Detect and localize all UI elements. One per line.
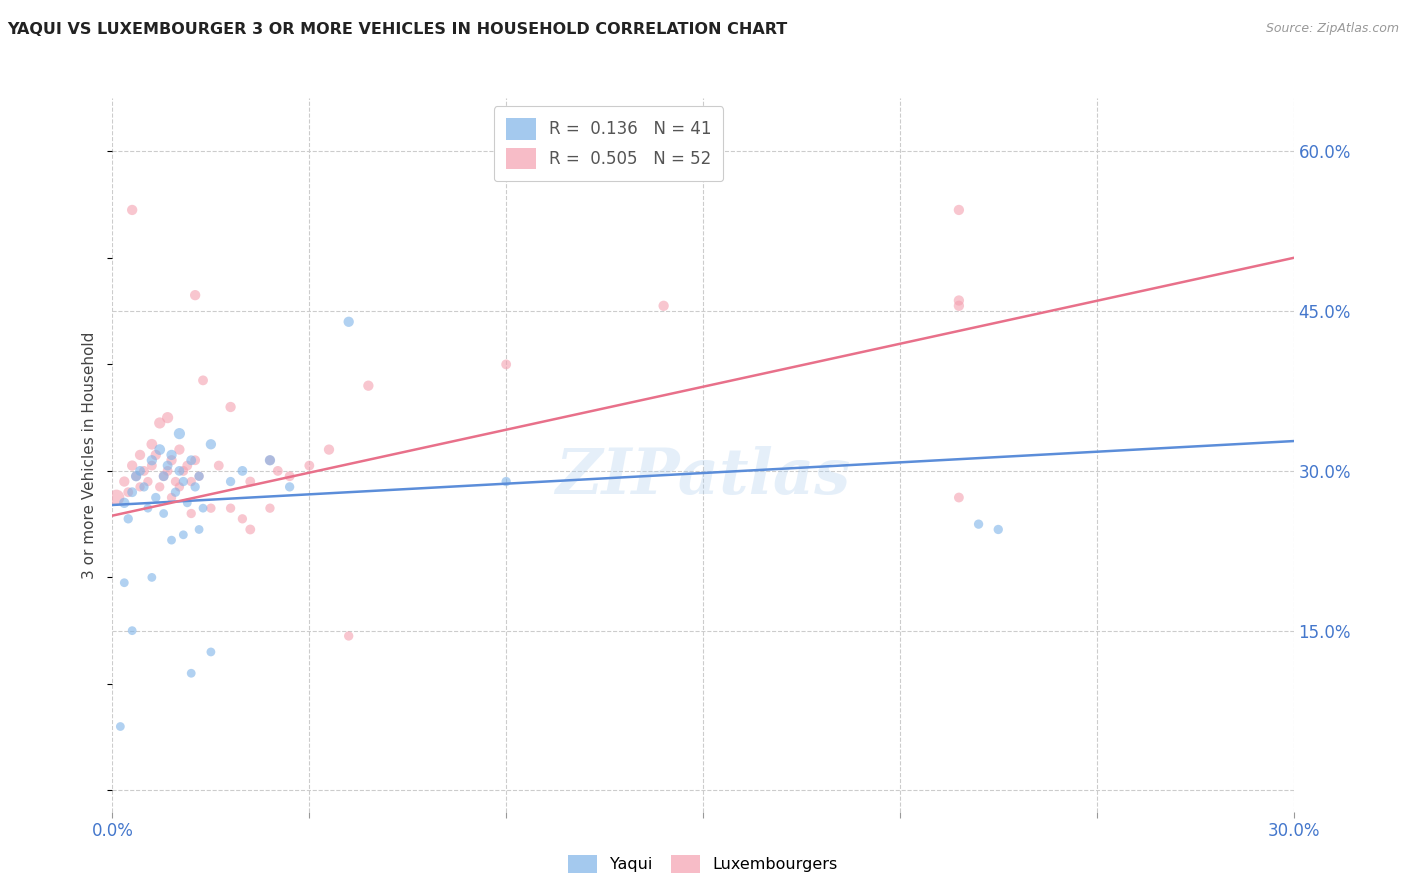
- Point: [337, 315, 360, 329]
- Point: [495, 475, 517, 489]
- Point: [112, 475, 135, 489]
- Point: [105, 491, 128, 505]
- Point: [112, 575, 135, 590]
- Point: [184, 453, 207, 467]
- Point: [152, 507, 174, 521]
- Point: [121, 485, 143, 500]
- Point: [169, 442, 191, 457]
- Point: [298, 458, 321, 473]
- Point: [176, 458, 198, 473]
- Point: [136, 501, 159, 516]
- Point: [967, 517, 990, 532]
- Point: [259, 501, 281, 516]
- Point: [117, 512, 139, 526]
- Point: [180, 507, 202, 521]
- Point: [200, 437, 222, 451]
- Point: [188, 523, 211, 537]
- Point: [110, 719, 132, 733]
- Y-axis label: 3 or more Vehicles in Household: 3 or more Vehicles in Household: [82, 331, 97, 579]
- Point: [176, 496, 198, 510]
- Point: [160, 448, 183, 462]
- Point: [948, 293, 970, 308]
- Point: [152, 469, 174, 483]
- Point: [357, 378, 380, 392]
- Point: [219, 475, 242, 489]
- Point: [188, 469, 211, 483]
- Point: [987, 523, 1010, 537]
- Point: [200, 645, 222, 659]
- Point: [495, 358, 517, 372]
- Point: [141, 437, 163, 451]
- Point: [948, 299, 970, 313]
- Point: [121, 202, 143, 217]
- Point: [152, 469, 174, 483]
- Point: [129, 464, 152, 478]
- Point: [169, 464, 191, 478]
- Point: [278, 480, 301, 494]
- Point: [112, 496, 135, 510]
- Point: [231, 464, 253, 478]
- Point: [172, 528, 194, 542]
- Point: [188, 469, 211, 483]
- Point: [132, 464, 155, 478]
- Point: [121, 624, 143, 638]
- Point: [172, 475, 194, 489]
- Point: [149, 480, 172, 494]
- Legend: Yaqui, Luxembourgers: Yaqui, Luxembourgers: [561, 848, 845, 880]
- Point: [191, 501, 214, 516]
- Point: [165, 485, 187, 500]
- Point: [239, 475, 262, 489]
- Text: ZIPatlas: ZIPatlas: [555, 446, 851, 507]
- Point: [219, 400, 242, 414]
- Point: [239, 523, 262, 537]
- Point: [169, 426, 191, 441]
- Point: [141, 458, 163, 473]
- Point: [948, 202, 970, 217]
- Point: [117, 485, 139, 500]
- Point: [180, 666, 202, 681]
- Point: [200, 501, 222, 516]
- Point: [156, 410, 179, 425]
- Point: [948, 491, 970, 505]
- Point: [169, 480, 191, 494]
- Point: [219, 501, 242, 516]
- Point: [652, 299, 675, 313]
- Point: [132, 480, 155, 494]
- Point: [125, 469, 148, 483]
- Point: [160, 533, 183, 548]
- Point: [156, 458, 179, 473]
- Point: [259, 453, 281, 467]
- Legend: R =  0.136   N = 41, R =  0.505   N = 52: R = 0.136 N = 41, R = 0.505 N = 52: [494, 106, 723, 181]
- Point: [129, 448, 152, 462]
- Point: [184, 480, 207, 494]
- Point: [278, 469, 301, 483]
- Point: [165, 475, 187, 489]
- Point: [121, 458, 143, 473]
- Point: [141, 453, 163, 467]
- Point: [231, 512, 253, 526]
- Text: Source: ZipAtlas.com: Source: ZipAtlas.com: [1265, 22, 1399, 36]
- Point: [129, 480, 152, 494]
- Point: [267, 464, 290, 478]
- Text: YAQUI VS LUXEMBOURGER 3 OR MORE VEHICLES IN HOUSEHOLD CORRELATION CHART: YAQUI VS LUXEMBOURGER 3 OR MORE VEHICLES…: [7, 22, 787, 37]
- Point: [180, 453, 202, 467]
- Point: [184, 288, 207, 302]
- Point: [160, 453, 183, 467]
- Point: [149, 442, 172, 457]
- Point: [156, 464, 179, 478]
- Point: [208, 458, 231, 473]
- Point: [145, 491, 167, 505]
- Point: [172, 464, 194, 478]
- Point: [145, 448, 167, 462]
- Point: [141, 570, 163, 584]
- Point: [136, 475, 159, 489]
- Point: [318, 442, 340, 457]
- Point: [180, 475, 202, 489]
- Point: [259, 453, 281, 467]
- Point: [149, 416, 172, 430]
- Point: [160, 491, 183, 505]
- Point: [191, 373, 214, 387]
- Point: [337, 629, 360, 643]
- Point: [125, 469, 148, 483]
